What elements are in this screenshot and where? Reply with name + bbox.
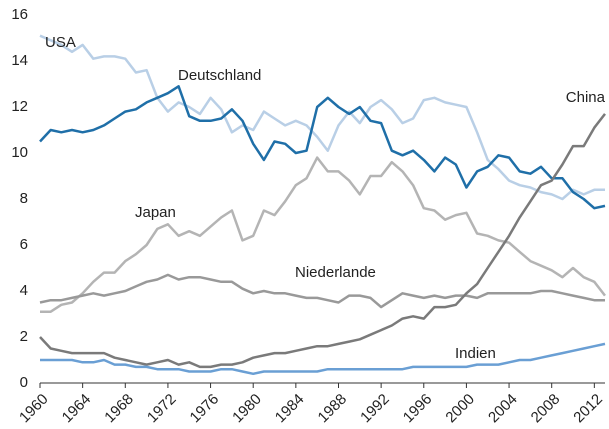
series-line xyxy=(39,34,605,201)
y-tick-label: 8 xyxy=(20,190,28,207)
x-tick-label: 2012 xyxy=(570,391,606,427)
x-tick-label: 1980 xyxy=(229,391,265,427)
y-tick-label: 12 xyxy=(11,98,28,115)
y-tick-label: 6 xyxy=(20,236,28,253)
x-tick-label: 1996 xyxy=(400,391,436,427)
series-label: Niederlande xyxy=(295,264,376,281)
x-tick-label: 2004 xyxy=(485,391,521,427)
x-tick-label: 1972 xyxy=(144,391,180,427)
x-tick-label: 1968 xyxy=(101,391,137,427)
series-label: Indien xyxy=(455,345,496,362)
series-line xyxy=(40,156,606,313)
x-tick-label: 1964 xyxy=(59,391,95,427)
x-tick-label: 1976 xyxy=(187,391,223,427)
series-label: Japan xyxy=(135,204,176,221)
x-tick-label: 2000 xyxy=(442,391,478,427)
y-tick-label: 2 xyxy=(20,328,28,345)
x-tick-label: 1992 xyxy=(357,391,393,427)
y-tick-label: 4 xyxy=(20,282,28,299)
x-tick-label: 1960 xyxy=(16,391,52,427)
x-tick-label: 1984 xyxy=(272,391,308,427)
x-tick-label: 2008 xyxy=(528,391,564,427)
series-label: USA xyxy=(45,34,76,51)
y-tick-label: 0 xyxy=(20,374,28,391)
y-tick-label: 14 xyxy=(11,52,28,69)
y-tick-label: 16 xyxy=(11,6,28,23)
y-tick-label: 10 xyxy=(11,144,28,161)
series-line xyxy=(39,113,606,369)
series-label: Deutschland xyxy=(178,67,261,84)
series-line xyxy=(39,85,606,210)
series-line xyxy=(39,273,605,309)
x-tick-label: 1988 xyxy=(315,391,351,427)
series-label: China xyxy=(566,89,606,106)
series-line xyxy=(40,342,606,376)
